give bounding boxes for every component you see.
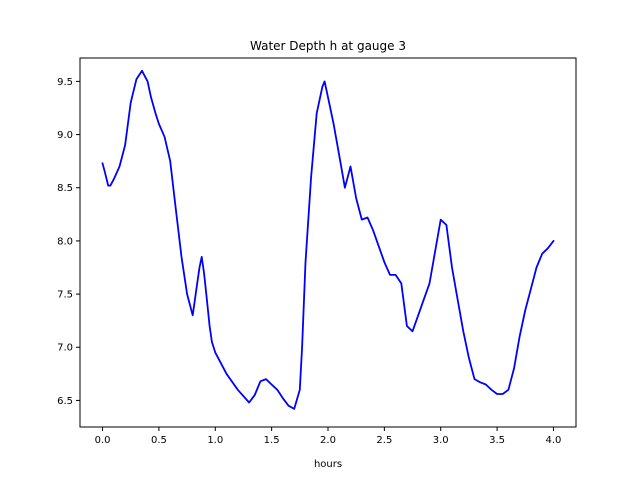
x-tick-label: 1.0 <box>207 435 223 446</box>
x-tick-label: 2.5 <box>376 435 392 446</box>
x-tick-label: 1.5 <box>264 435 280 446</box>
x-axis-label: hours <box>314 459 342 470</box>
y-tick-label: 8.5 <box>57 183 73 194</box>
x-tick-label: 3.5 <box>489 435 505 446</box>
x-tick-label: 2.0 <box>320 435 336 446</box>
y-tick-label: 7.0 <box>57 343 73 354</box>
chart-title: Water Depth h at gauge 3 <box>250 39 406 53</box>
y-axis-ticks: 6.5 7.0 7.5 8.0 8.5 9.0 9.5 <box>57 77 80 407</box>
x-tick-label: 0.0 <box>95 435 111 446</box>
y-tick-label: 6.5 <box>57 396 73 407</box>
x-tick-label: 3.0 <box>433 435 449 446</box>
y-tick-label: 9.0 <box>57 130 73 141</box>
series-layer <box>101 69 555 410</box>
x-tick-label: 4.0 <box>546 435 562 446</box>
plot-area-frame <box>79 57 577 428</box>
x-tick-label: 0.5 <box>151 435 167 446</box>
series-line <box>101 69 555 410</box>
y-tick-label: 9.5 <box>57 77 73 88</box>
y-tick-label: 7.5 <box>57 290 73 301</box>
x-axis-ticks: 0.0 0.5 1.0 1.5 2.0 2.5 3.0 3.5 4.0 <box>95 427 562 446</box>
y-tick-label: 8.0 <box>57 236 73 247</box>
